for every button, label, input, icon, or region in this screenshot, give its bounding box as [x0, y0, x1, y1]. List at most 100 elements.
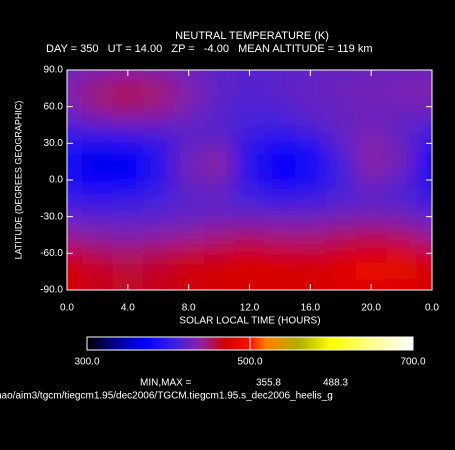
heat-cell [416, 170, 432, 190]
heat-cell [67, 189, 83, 208]
heat-cell [173, 134, 205, 153]
heat-cell [234, 189, 266, 208]
heat-cell [325, 70, 357, 80]
heat-cell [112, 244, 144, 263]
heat-cell [234, 134, 266, 153]
heat-cell [143, 134, 174, 153]
heat-cell [82, 262, 114, 282]
heatmap [67, 70, 432, 290]
heat-cell [173, 207, 205, 227]
x-tick-label: 16.0 [301, 303, 321, 314]
heat-cell [143, 280, 174, 290]
heat-cell [295, 97, 327, 117]
heat-cell [234, 97, 266, 117]
y-tick-label: 60.0 [44, 101, 64, 112]
heat-cell [173, 244, 205, 263]
heat-cell [67, 115, 83, 135]
heat-cell [355, 79, 387, 98]
colorbar-tick-label: 700.0 [400, 357, 425, 368]
heat-cell [67, 79, 83, 98]
heat-cell [264, 262, 296, 282]
heat-cell [295, 262, 327, 282]
heat-cell [355, 262, 387, 282]
heat-cell [295, 152, 327, 172]
max-value: 488.3 [323, 378, 348, 389]
heat-cell [355, 225, 387, 245]
heat-cell [67, 70, 83, 80]
heat-cell [325, 79, 357, 98]
heat-cell [386, 189, 418, 208]
heat-cell [112, 225, 144, 245]
heat-cell [386, 152, 418, 172]
heat-cell [416, 97, 432, 117]
heat-cell [143, 97, 174, 117]
heat-cell [295, 134, 327, 153]
heat-cell [67, 152, 83, 172]
heat-cell [203, 115, 235, 135]
heat-cell [355, 97, 387, 117]
y-axis-label: LATITUDE (DEGREES GEOGRAPHIC) [13, 101, 23, 260]
heat-cell [355, 170, 387, 190]
heat-cell [82, 115, 114, 135]
heat-cell [234, 207, 266, 227]
heat-cell [67, 97, 83, 117]
heat-cell [295, 189, 327, 208]
heat-cell [416, 115, 432, 135]
heat-cell [264, 115, 296, 135]
heat-cell [173, 170, 205, 190]
heat-cell [295, 225, 327, 245]
y-tick-label: 90.0 [44, 65, 64, 76]
heat-cell [325, 244, 357, 263]
heat-cell [173, 225, 205, 245]
heat-cell [203, 189, 235, 208]
y-tick-label: 0.0 [49, 175, 63, 186]
heat-cell [264, 225, 296, 245]
heat-cell [203, 152, 235, 172]
heat-cell [386, 244, 418, 263]
x-tick-label: 0.0 [60, 303, 74, 314]
heat-cell [234, 225, 266, 245]
heat-cell [355, 115, 387, 135]
file-path: hao/aim3/tgcm/tiegcm1.95/dec2006/TGCM.ti… [0, 391, 333, 402]
heat-cell [203, 207, 235, 227]
heat-cell [82, 70, 114, 80]
heat-cell [67, 244, 83, 263]
heat-cell [264, 134, 296, 153]
heat-cell [325, 115, 357, 135]
heat-cell [82, 225, 114, 245]
heat-cell [234, 152, 266, 172]
colorbar-tick-label: 300.0 [74, 357, 99, 368]
heat-cell [234, 115, 266, 135]
heat-cell [325, 152, 357, 172]
heat-cell [264, 170, 296, 190]
heat-cell [67, 207, 83, 227]
heat-cell [112, 189, 144, 208]
heat-cell [67, 225, 83, 245]
heat-cell [82, 189, 114, 208]
heat-cell [264, 97, 296, 117]
heat-cell [416, 225, 432, 245]
heat-cell [416, 79, 432, 98]
heat-cell [82, 134, 114, 153]
y-tick-label: 30.0 [44, 138, 64, 149]
heat-cell [295, 79, 327, 98]
heat-cell [264, 70, 296, 80]
heat-cell [203, 170, 235, 190]
heat-cell [143, 170, 174, 190]
heat-cell [355, 152, 387, 172]
minmax-label: MIN,MAX = [140, 378, 192, 389]
heat-cell [173, 115, 205, 135]
heat-cell [112, 79, 144, 98]
heat-cell [143, 207, 174, 227]
plot-area [67, 70, 432, 290]
heat-cell [325, 134, 357, 153]
y-tick-label: -60.0 [40, 248, 63, 259]
x-tick-label: 12.0 [240, 303, 260, 314]
heat-cell [112, 97, 144, 117]
heat-cell [67, 134, 83, 153]
x-tick-label: 4.0 [121, 303, 135, 314]
heat-cell [112, 207, 144, 227]
heat-cell [112, 152, 144, 172]
heat-cell [386, 97, 418, 117]
heat-cell [355, 207, 387, 227]
